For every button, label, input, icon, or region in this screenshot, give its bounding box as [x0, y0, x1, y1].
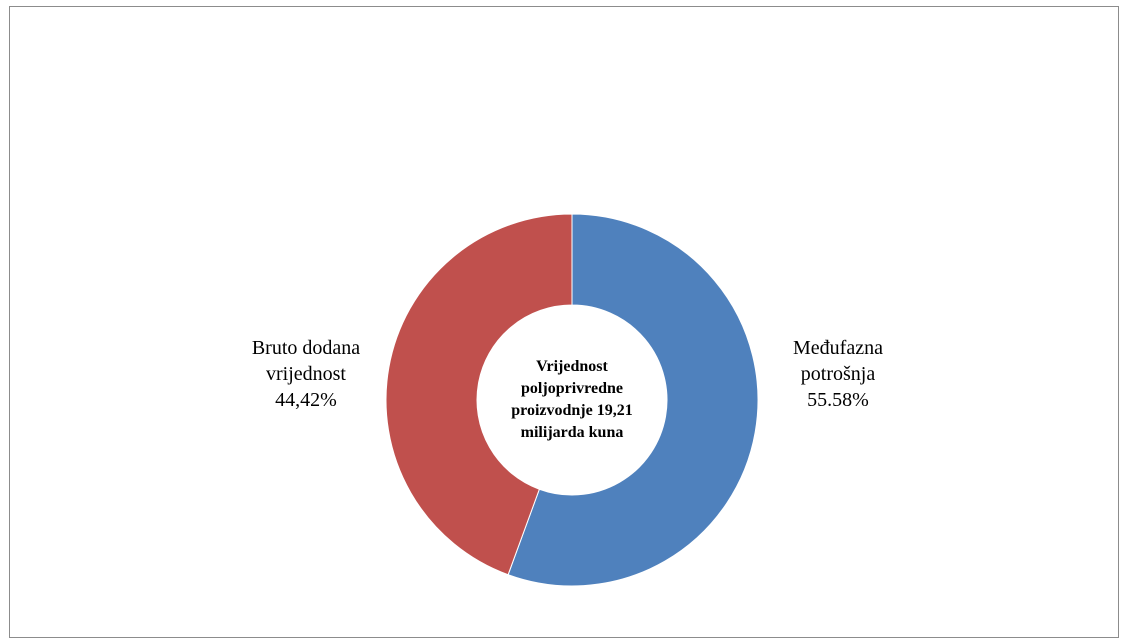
category-label: Međufazna potrošnja [793, 337, 883, 385]
donut-segment [385, 213, 573, 576]
data-label: Bruto dodana vrijednost 44,42% [226, 335, 386, 413]
chart-frame [9, 6, 1119, 638]
donut-segment [507, 213, 759, 587]
value-label: 44,42% [275, 389, 337, 411]
category-label: Bruto dodana vrijednost [251, 337, 361, 385]
center-text: Vrijednost poljoprivredne proizvodnje 19… [511, 358, 633, 441]
value-label: 55.58% [807, 389, 869, 411]
data-label: Međufazna potrošnja 55.58% [773, 335, 903, 413]
